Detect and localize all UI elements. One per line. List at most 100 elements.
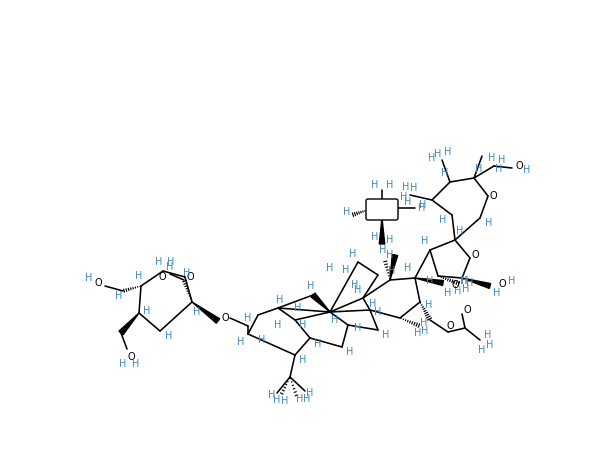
Text: H: H (276, 295, 284, 305)
Text: H: H (369, 299, 377, 309)
Text: H: H (314, 339, 321, 349)
Text: H: H (488, 153, 495, 163)
Text: H: H (273, 395, 281, 405)
Text: H: H (155, 257, 163, 267)
Text: H: H (349, 249, 357, 259)
Text: H: H (421, 326, 429, 336)
Text: H: H (386, 250, 394, 260)
Text: H: H (296, 394, 303, 404)
Text: H: H (331, 315, 339, 325)
Text: O: O (451, 280, 459, 290)
Text: H: H (355, 285, 362, 295)
Text: O: O (471, 250, 479, 260)
Text: H: H (352, 280, 359, 290)
Text: H: H (495, 164, 503, 174)
Text: O: O (127, 352, 135, 362)
Text: O: O (221, 313, 229, 323)
Text: H: H (386, 235, 394, 245)
Polygon shape (311, 293, 330, 312)
Text: H: H (167, 257, 175, 267)
Text: H: H (420, 318, 427, 328)
Text: H: H (258, 335, 265, 345)
Text: H: H (184, 268, 191, 278)
Text: H: H (307, 281, 315, 291)
Text: H: H (462, 284, 470, 294)
Polygon shape (379, 218, 385, 244)
Text: H: H (371, 232, 379, 242)
Text: H: H (498, 155, 506, 165)
Text: Abs: Abs (374, 206, 390, 214)
Text: O: O (186, 272, 194, 282)
Text: H: H (444, 147, 452, 157)
Text: H: H (434, 149, 442, 159)
Text: H: H (294, 303, 302, 313)
Polygon shape (415, 278, 444, 285)
Text: H: H (166, 331, 173, 341)
Text: H: H (479, 345, 486, 355)
Text: H: H (414, 328, 421, 338)
Text: O: O (515, 161, 523, 171)
Text: H: H (326, 263, 334, 273)
Text: H: H (400, 192, 408, 202)
Text: H: H (455, 286, 462, 296)
Text: H: H (428, 153, 436, 163)
Polygon shape (192, 302, 220, 323)
Polygon shape (390, 255, 398, 280)
Text: H: H (425, 300, 433, 310)
Text: H: H (119, 359, 126, 369)
Text: H: H (405, 263, 412, 273)
Text: H: H (346, 347, 354, 357)
Text: H: H (485, 218, 492, 228)
Text: O: O (94, 278, 102, 288)
Text: H: H (382, 330, 389, 340)
Text: H: H (268, 390, 276, 400)
Polygon shape (462, 278, 491, 289)
Text: H: H (426, 276, 433, 286)
Text: H: H (493, 288, 501, 298)
Text: H: H (388, 266, 396, 276)
Text: H: H (143, 306, 150, 316)
Text: H: H (420, 200, 427, 210)
Text: H: H (456, 226, 464, 236)
Text: H: H (85, 273, 93, 283)
Text: H: H (299, 320, 306, 330)
Text: H: H (379, 245, 386, 255)
Text: H: H (411, 183, 418, 193)
Text: H: H (467, 278, 474, 288)
Text: H: H (355, 323, 362, 333)
Text: H: H (135, 271, 143, 281)
Text: H: H (485, 330, 492, 340)
Text: H: H (343, 207, 351, 217)
Text: O: O (446, 321, 454, 331)
Text: H: H (275, 320, 282, 330)
Text: H: H (441, 168, 448, 178)
Text: H: H (343, 265, 350, 275)
Text: H: H (244, 313, 252, 323)
Text: H: H (486, 340, 494, 350)
Text: H: H (237, 337, 244, 347)
Text: H: H (299, 355, 306, 365)
Text: H: H (166, 262, 174, 272)
Text: H: H (523, 165, 531, 175)
Text: H: H (374, 307, 382, 317)
Text: H: H (461, 276, 469, 286)
Text: H: H (461, 276, 468, 286)
Text: H: H (116, 291, 123, 301)
FancyBboxPatch shape (366, 199, 398, 220)
Text: H: H (132, 359, 140, 369)
Text: H: H (421, 236, 429, 246)
Text: H: H (386, 180, 394, 190)
Text: H: H (303, 394, 311, 404)
Text: H: H (306, 388, 314, 398)
Text: H: H (371, 180, 379, 190)
Text: H: H (444, 288, 452, 298)
Text: H: H (439, 215, 447, 225)
Text: O: O (463, 305, 471, 315)
Text: H: H (405, 197, 412, 207)
Text: H: H (402, 182, 410, 192)
Text: O: O (489, 191, 497, 201)
Text: O: O (498, 279, 506, 289)
Polygon shape (119, 313, 139, 335)
Text: O: O (158, 272, 166, 282)
Text: H: H (476, 164, 483, 174)
